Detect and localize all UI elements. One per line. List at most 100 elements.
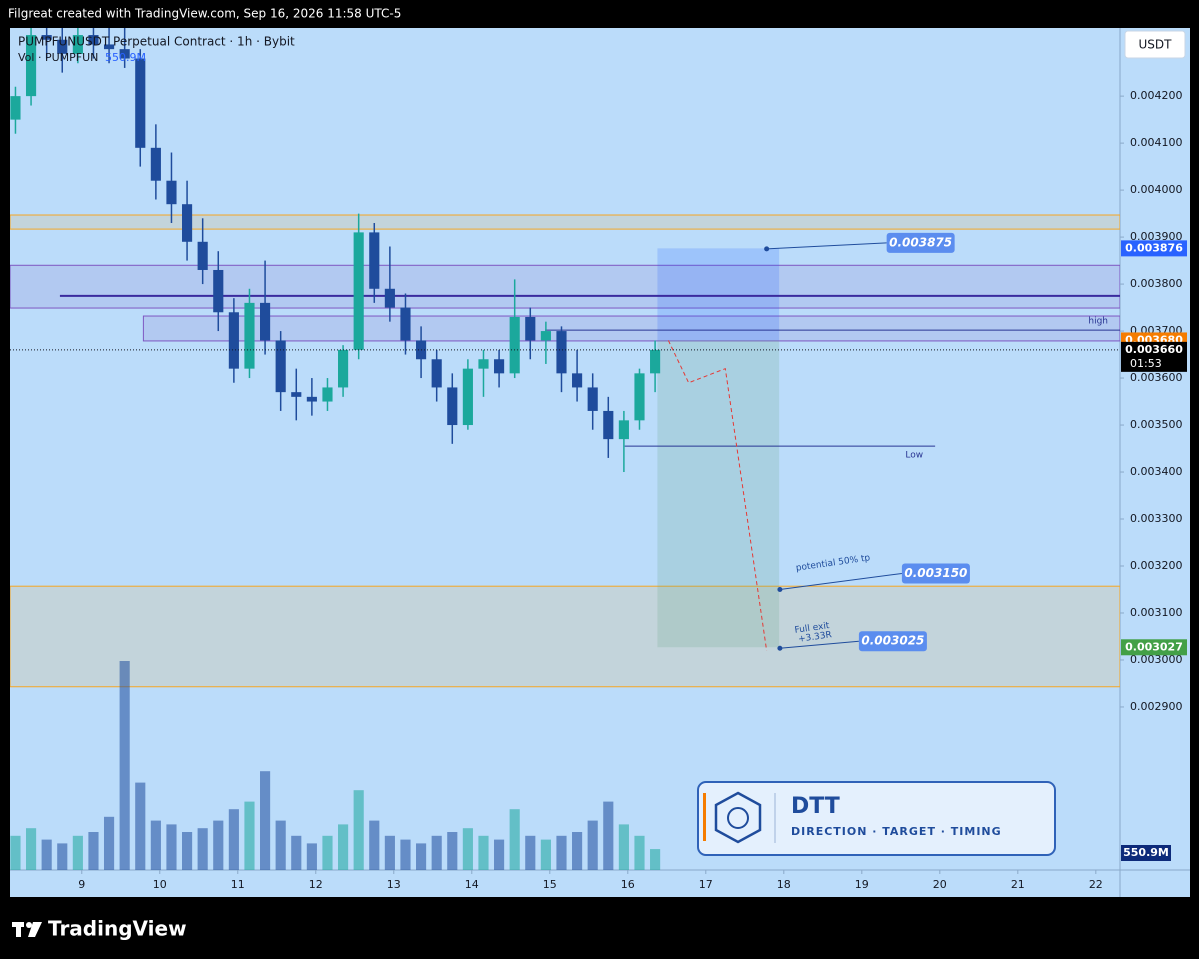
candle-body	[275, 340, 286, 393]
volume-bar	[244, 801, 255, 870]
volume-bar	[447, 832, 458, 870]
callout-point	[764, 246, 770, 252]
candle-body	[353, 232, 364, 350]
logo-box	[697, 781, 1056, 856]
volume-bar	[556, 835, 567, 870]
volume-bar	[540, 839, 551, 870]
y-tick-label: 0.004200	[1130, 89, 1183, 102]
x-tick-label: 19	[855, 878, 869, 891]
volume-bar	[306, 843, 317, 870]
candle-body	[478, 359, 489, 369]
header: Filgreat created with TradingView.com, S…	[8, 7, 401, 21]
x-tick-label: 22	[1089, 878, 1103, 891]
volume-bar	[25, 828, 37, 870]
volume-bar	[338, 824, 349, 870]
candle-body	[634, 373, 645, 421]
candle-body	[540, 331, 551, 341]
callout-line	[779, 640, 859, 649]
x-tick-label: 18	[777, 878, 791, 891]
candle-body	[135, 58, 146, 148]
candle-body	[41, 35, 52, 40]
y-tick-label: 0.003300	[1130, 512, 1183, 525]
y-tick-label: 0.004100	[1130, 136, 1183, 149]
candle-body	[322, 387, 333, 402]
candle-body	[260, 302, 271, 341]
candle-body	[244, 302, 255, 369]
candle-body	[384, 288, 395, 308]
candle-body	[431, 359, 442, 388]
candle-body	[150, 147, 161, 181]
x-tick-label: 17	[699, 878, 713, 891]
volume-bar	[509, 809, 520, 870]
x-tick-label: 16	[621, 878, 635, 891]
volume-bar	[41, 839, 52, 870]
y-tick-label: 0.004000	[1130, 183, 1183, 196]
volume-bar	[603, 801, 614, 870]
volume-value: 550.9M	[105, 51, 146, 64]
volume-bar	[400, 839, 411, 870]
footer-brand: TradingView	[48, 917, 187, 941]
x-tick-label: 13	[387, 878, 401, 891]
volume-bar	[431, 835, 442, 870]
volume-bar	[88, 832, 99, 870]
candle-body	[462, 368, 473, 426]
y-tick-label: 0.003600	[1130, 371, 1183, 384]
x-tick-label: 15	[543, 878, 557, 891]
volume-bar	[275, 820, 286, 870]
candle-body	[181, 204, 193, 242]
candle-body	[291, 392, 302, 397]
price-tag	[1121, 341, 1187, 372]
y-tick-label: 0.003800	[1130, 277, 1183, 290]
volume-bar	[416, 843, 427, 870]
zone	[10, 585, 1120, 688]
price-tag-label: 0.003876	[1125, 241, 1183, 254]
volume-bar	[135, 782, 146, 870]
candle-body	[650, 349, 661, 374]
volume-tag	[1121, 845, 1171, 861]
currency[interactable]: USDT	[1139, 38, 1173, 52]
y-tick-label: 0.002900	[1130, 700, 1183, 713]
volume-bar	[150, 820, 161, 870]
chart-bg	[10, 28, 1190, 897]
candle-body	[103, 44, 115, 50]
volume-bar	[72, 835, 83, 870]
volume-bar	[119, 661, 130, 870]
volume-bar	[384, 835, 395, 870]
watermark: DTT DIRECTION · TARGET · TIMING	[697, 781, 1056, 856]
candle-body	[400, 307, 411, 341]
x-tick-label: 10	[153, 878, 167, 891]
candle-body	[166, 180, 177, 205]
candle-body	[587, 387, 598, 411]
volume-bar	[462, 828, 473, 870]
callout-point	[777, 645, 783, 651]
level-label: Low	[905, 451, 923, 461]
volume-bar	[525, 835, 536, 870]
candle-body	[57, 39, 68, 54]
candle-body	[556, 331, 567, 374]
candle-body	[369, 232, 380, 289]
volume-bar	[213, 820, 224, 870]
candle-body	[213, 269, 224, 313]
candle-body	[306, 396, 317, 402]
chart-title: PUMPFUNUSDT Perpetual Contract · 1h · By…	[18, 35, 295, 49]
projection-path	[667, 340, 768, 651]
volume-bar	[353, 790, 364, 870]
candle-body	[494, 359, 505, 374]
candle-body	[119, 49, 130, 59]
currency-box[interactable]	[1124, 30, 1186, 59]
plot: high Low	[10, 28, 1120, 870]
price-tag-label: 0.003027	[1125, 640, 1183, 653]
position-risk	[657, 248, 780, 341]
candle-body	[572, 373, 583, 388]
candle-body	[25, 35, 37, 97]
price-tag	[1121, 240, 1187, 257]
x-tick-label: 9	[78, 878, 85, 891]
level-label: high	[1088, 317, 1108, 327]
volume-bar	[260, 771, 271, 870]
x-tick-label: 20	[933, 878, 947, 891]
volume-bar	[572, 832, 583, 870]
x-tick-label: 14	[465, 878, 479, 891]
logo-mark	[26, 922, 32, 928]
x-tick-label: 21	[1011, 878, 1025, 891]
